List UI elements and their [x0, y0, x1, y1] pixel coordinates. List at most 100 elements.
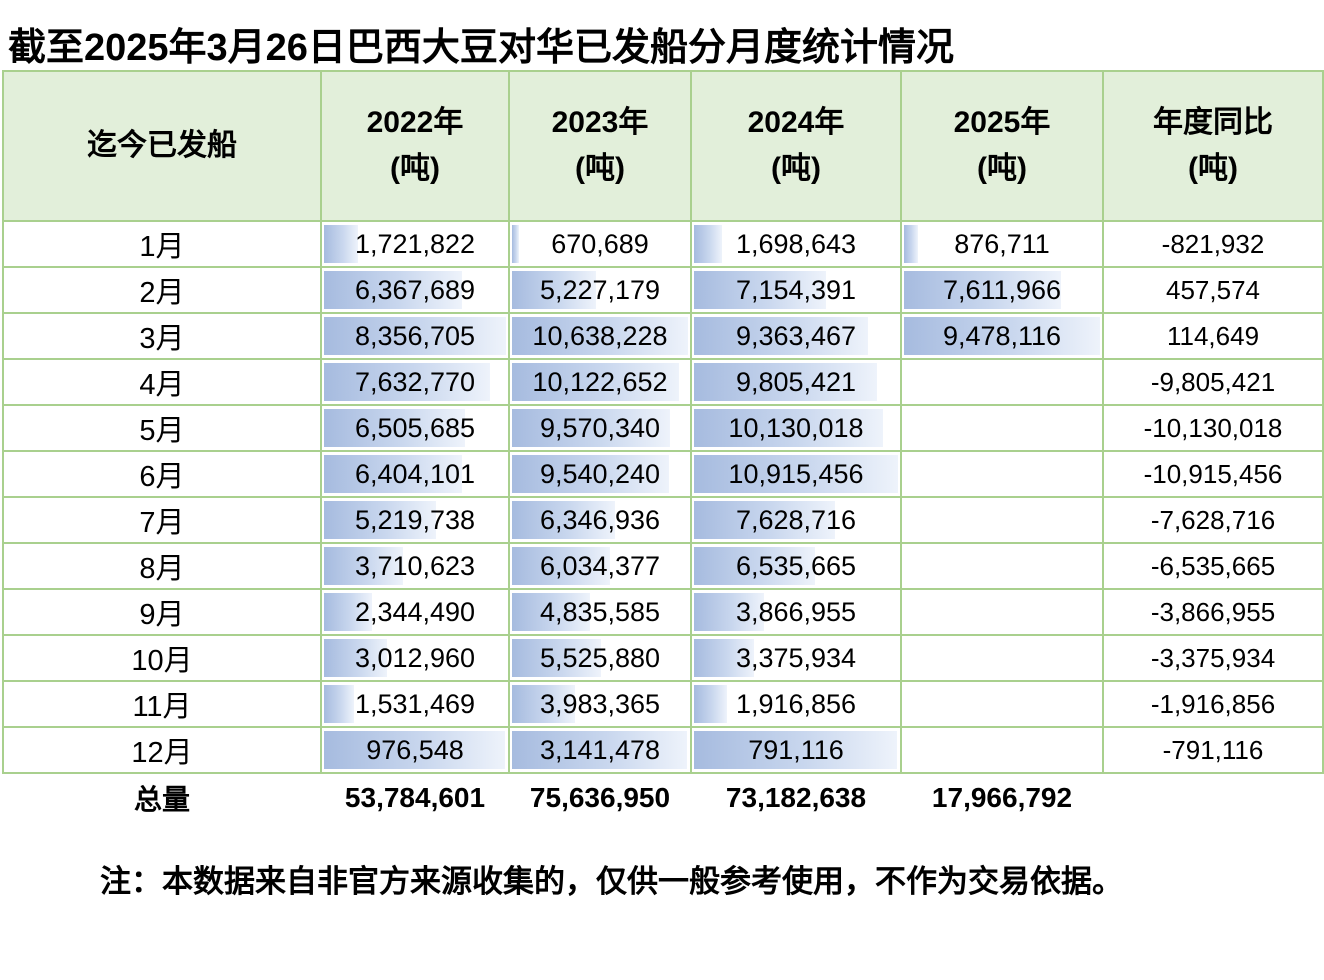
value-cell-2022: 2,344,490	[320, 588, 510, 636]
value-cell-2023: 5,525,880	[508, 634, 692, 682]
table-row: 10月 3,012,960 5,525,880 3,375,934 -3,375…	[2, 634, 1324, 682]
value-cell-2025	[900, 588, 1104, 636]
table-row: 12月 976,548 3,141,478 791,116 -791,116	[2, 726, 1324, 774]
yoy-cell: -3,375,934	[1102, 634, 1324, 682]
cell-value: 10,638,228	[532, 320, 668, 351]
cell-value: 6,505,685	[354, 412, 476, 443]
data-bar	[324, 363, 490, 401]
cell-value: 4,835,585	[539, 596, 661, 627]
value-cell-2025	[900, 680, 1104, 728]
total-yoy	[1103, 773, 1323, 822]
value-cell-2022: 6,367,689	[320, 266, 510, 314]
data-bar	[512, 455, 670, 493]
value-cell-2024: 10,130,018	[690, 404, 902, 452]
value-cell-2023: 9,540,240	[508, 450, 692, 498]
cell-value: 5,525,880	[539, 642, 661, 673]
cell-value: 7,154,391	[735, 274, 857, 305]
data-bar	[324, 685, 355, 723]
yoy-cell: -791,116	[1102, 726, 1324, 774]
value-cell-2023: 3,141,478	[508, 726, 692, 774]
data-bar	[512, 501, 616, 539]
header-year-2025: 2025年 (吨)	[900, 70, 1104, 222]
data-bar	[324, 317, 506, 355]
footnote: 注：本数据来自非官方来源收集的，仅供一般参考使用，不作为交易依据。	[100, 864, 1123, 899]
table-row: 3月 8,356,705 10,638,228 9,363,467 9,478,…	[2, 312, 1324, 360]
value-cell-2024: 9,805,421	[690, 358, 902, 406]
data-bar	[694, 409, 884, 447]
cell-value: 6,404,101	[354, 458, 476, 489]
header-unit-label: (吨)	[575, 152, 625, 185]
page-title: 截至2025年3月26日巴西大豆对华已发船分月度统计情况	[8, 27, 954, 69]
cell-value: 670,689	[551, 228, 649, 259]
value-cell-2023: 6,034,377	[508, 542, 692, 590]
data-bar	[512, 409, 670, 447]
value-cell-2023: 9,570,340	[508, 404, 692, 452]
cell-value: 9,478,116	[942, 320, 1062, 351]
value-cell-2024: 10,915,456	[690, 450, 902, 498]
value-cell-2022: 3,012,960	[320, 634, 510, 682]
table-row: 6月 6,404,101 9,540,240 10,915,456 -10,91…	[2, 450, 1324, 498]
table-row: 1月 1,721,822 670,689 1,698,643 876,711 -…	[2, 220, 1324, 268]
header-yoy: 年度同比 (吨)	[1102, 70, 1324, 222]
data-bar	[512, 317, 688, 355]
month-cell: 1月	[2, 220, 322, 268]
data-bar	[694, 547, 815, 585]
data-bar	[512, 685, 576, 723]
cell-value: 5,227,179	[539, 274, 661, 305]
value-cell-2022: 3,710,623	[320, 542, 510, 590]
value-cell-2022: 8,356,705	[320, 312, 510, 360]
value-cell-2025	[900, 634, 1104, 682]
value-cell-2024: 3,866,955	[690, 588, 902, 636]
data-bar	[694, 225, 723, 263]
value-cell-2023: 3,983,365	[508, 680, 692, 728]
data-bar	[324, 639, 388, 677]
month-cell: 3月	[2, 312, 322, 360]
value-cell-2022: 6,404,101	[320, 450, 510, 498]
cell-value: 9,363,467	[735, 320, 857, 351]
cell-value: 9,805,421	[735, 366, 857, 397]
header-unit-label: (吨)	[390, 152, 440, 185]
total-2024: 73,182,638	[691, 773, 901, 822]
yoy-cell: 114,649	[1102, 312, 1324, 360]
data-bar	[324, 547, 403, 585]
month-cell: 10月	[2, 634, 322, 682]
value-cell-2022: 1,721,822	[320, 220, 510, 268]
yoy-cell: -10,130,018	[1102, 404, 1324, 452]
cell-value: 6,346,936	[539, 504, 661, 535]
cell-value: 9,570,340	[539, 412, 661, 443]
value-cell-2025: 9,478,116	[900, 312, 1104, 360]
value-cell-2022: 5,219,738	[320, 496, 510, 544]
data-bar	[512, 363, 680, 401]
cell-value: 3,866,955	[735, 596, 857, 627]
cell-value: 876,711	[954, 228, 1050, 259]
value-cell-2023: 670,689	[508, 220, 692, 268]
data-bar	[694, 639, 755, 677]
value-cell-2022: 1,531,469	[320, 680, 510, 728]
yoy-cell: -7,628,716	[1102, 496, 1324, 544]
header-yoy-label: 年度同比	[1153, 105, 1273, 139]
data-bar	[512, 271, 597, 309]
data-bar	[694, 271, 827, 309]
cell-value: 1,916,856	[735, 688, 857, 719]
month-cell: 2月	[2, 266, 322, 314]
value-cell-2025	[900, 404, 1104, 452]
value-cell-2024: 6,535,665	[690, 542, 902, 590]
month-cell: 8月	[2, 542, 322, 590]
header-row: 迄今已发船 2022年 (吨) 2023年 (吨) 2024年 (吨) 2025…	[2, 70, 1324, 222]
table-row: 9月 2,344,490 4,835,585 3,866,955 -3,866,…	[2, 588, 1324, 636]
header-shipped-to-date: 迄今已发船	[2, 70, 322, 222]
table-row: 8月 3,710,623 6,034,377 6,535,665 -6,535,…	[2, 542, 1324, 590]
shipment-table: 迄今已发船 2022年 (吨) 2023年 (吨) 2024年 (吨) 2025…	[2, 70, 1324, 822]
month-cell: 4月	[2, 358, 322, 406]
value-cell-2023: 10,122,652	[508, 358, 692, 406]
cell-value: 3,141,478	[539, 734, 661, 765]
header-year-label: 2024年	[747, 105, 845, 139]
cell-value: 6,034,377	[539, 550, 661, 581]
data-bar	[324, 501, 437, 539]
cell-value: 6,367,689	[354, 274, 476, 305]
table-row: 2月 6,367,689 5,227,179 7,154,391 7,611,9…	[2, 266, 1324, 314]
data-bar	[694, 685, 727, 723]
header-year-2022: 2022年 (吨)	[320, 70, 510, 222]
cell-value: 1,698,643	[735, 228, 857, 259]
header-unit-label: (吨)	[1188, 152, 1238, 185]
